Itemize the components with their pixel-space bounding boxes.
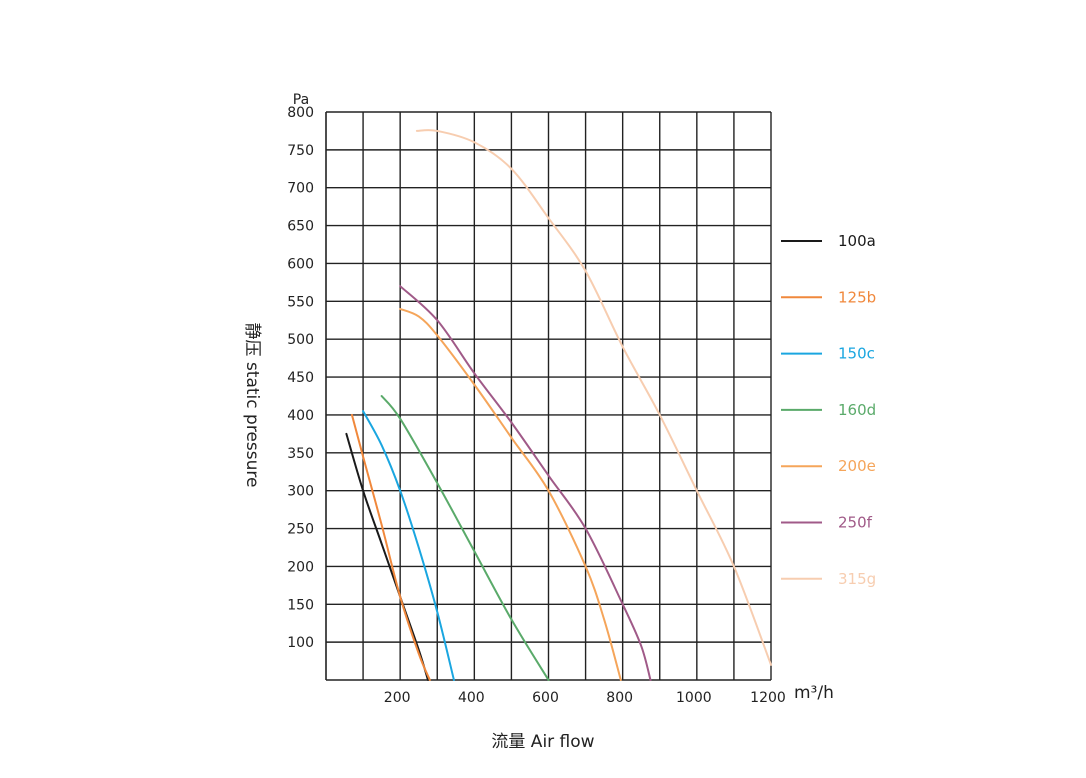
series-line-200e — [399, 307, 622, 681]
series-line-160d — [380, 395, 550, 681]
y-tick-label: 100 — [287, 635, 314, 651]
legend-label-100a: 100a — [838, 232, 876, 250]
series-line-100a — [345, 432, 429, 681]
grid — [325, 111, 772, 681]
y-tick-label: 750 — [287, 143, 314, 159]
y-tick-label: 300 — [287, 484, 314, 500]
x-tick-label: 600 — [532, 690, 559, 706]
y-tick-label: 500 — [287, 332, 314, 348]
legend-label-125b: 125b — [838, 288, 876, 306]
y-axis-title: 静压 static pressure — [242, 323, 262, 488]
y-tick-label: 200 — [287, 559, 314, 575]
y-tick-label: 400 — [287, 408, 314, 424]
y-tick-label: 550 — [287, 294, 314, 310]
x-tick-label: 400 — [458, 690, 485, 706]
series-line-315g — [415, 129, 772, 666]
y-tick-label: 150 — [287, 597, 314, 613]
legend: 100a 125b 150c 160d 200e 250f 315g — [781, 232, 876, 588]
y-tick-label: 700 — [287, 181, 314, 197]
y-tick-label: 250 — [287, 522, 314, 538]
series-line-125b — [350, 413, 431, 681]
legend-label-160d: 160d — [838, 401, 876, 419]
y-tick-label: 450 — [287, 370, 314, 386]
x-tick-label: 1000 — [676, 690, 712, 706]
x-unit-label: m³/h — [794, 683, 834, 703]
y-tick-label: 650 — [287, 219, 314, 235]
y-unit-label: Pa — [293, 92, 309, 108]
x-ticks: 200 400 600 800 1000 1200 — [384, 690, 786, 706]
y-tick-label: 800 — [287, 105, 314, 121]
series-line-250f — [399, 285, 652, 681]
x-tick-label: 800 — [606, 690, 633, 706]
series-lines — [345, 129, 772, 681]
legend-label-200e: 200e — [838, 457, 876, 475]
x-tick-label: 200 — [384, 690, 411, 706]
legend-label-150c: 150c — [838, 345, 875, 363]
x-axis-title: 流量 Air flow — [491, 732, 594, 752]
legend-label-250f: 250f — [838, 514, 873, 532]
series-line-150c — [362, 410, 455, 681]
y-tick-label: 350 — [287, 446, 314, 462]
x-tick-label: 1200 — [750, 690, 786, 706]
y-ticks: 100 150 200 250 300 350 400 450 500 550 600 650 700 7… — [287, 105, 314, 651]
legend-label-315g: 315g — [838, 570, 876, 588]
y-tick-label: 600 — [287, 256, 314, 272]
